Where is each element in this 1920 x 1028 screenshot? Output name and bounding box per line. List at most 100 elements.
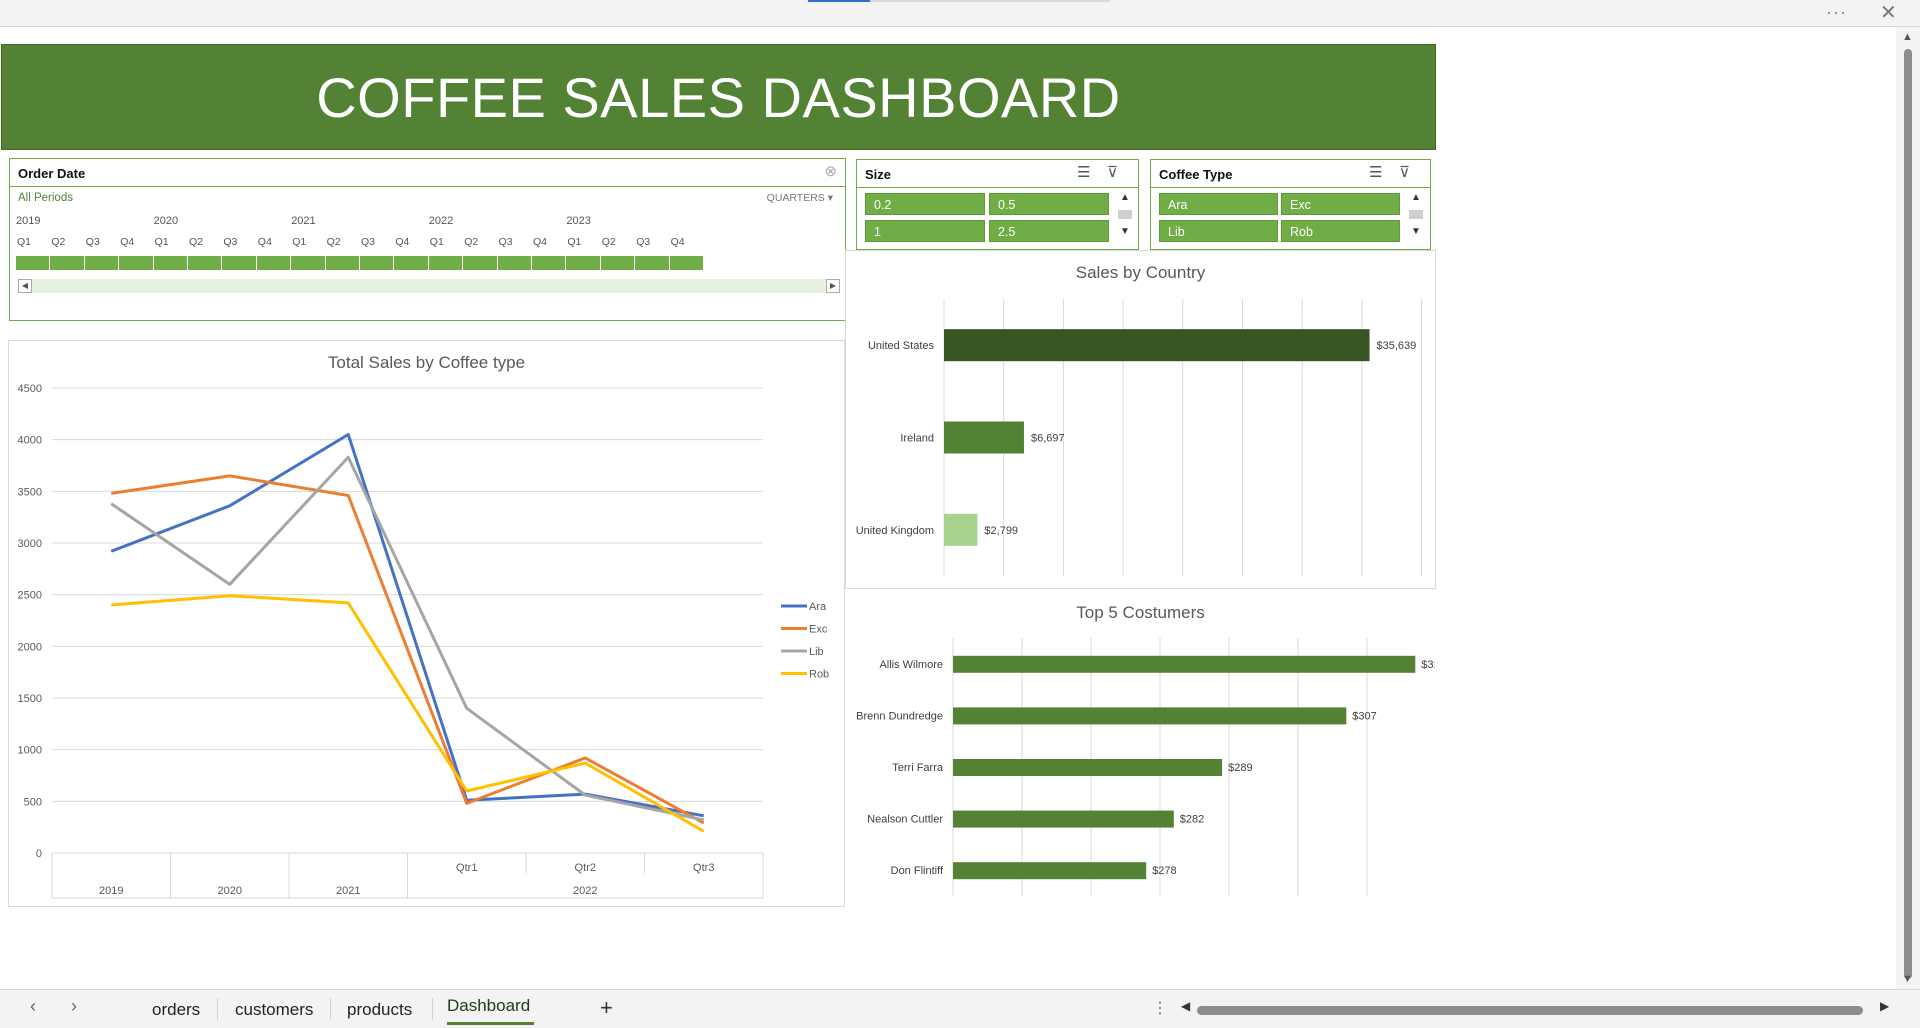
sheet-tab-products[interactable]: products bbox=[347, 1000, 413, 1019]
scroll-right-icon[interactable]: ▶ bbox=[1880, 999, 1890, 1013]
timeline-period-cell[interactable] bbox=[428, 256, 464, 270]
timeline-quarter-label: Q1 bbox=[154, 236, 169, 248]
timeline-period-cell[interactable] bbox=[188, 256, 223, 270]
x-tick-label: Qtr3 bbox=[693, 862, 714, 874]
dashboard-title: COFFEE SALES DASHBOARD bbox=[316, 66, 1121, 129]
timeline-period-cell[interactable] bbox=[119, 256, 154, 270]
timeline-period-cell[interactable] bbox=[50, 256, 85, 270]
multi-select-icon[interactable]: ☰ bbox=[1369, 164, 1383, 181]
timeline-period-cell[interactable] bbox=[325, 256, 360, 270]
timeline-year-label: 2021 bbox=[291, 215, 316, 227]
timeline-period-cell[interactable] bbox=[360, 256, 395, 270]
scroll-up-icon[interactable]: ▲ bbox=[1902, 31, 1913, 43]
timeline-period-cell[interactable] bbox=[532, 256, 567, 270]
scroll-down-icon[interactable]: ▼ bbox=[1902, 973, 1913, 985]
coffee-type-slicer-scrollbar[interactable]: ▲ ▼ bbox=[1408, 192, 1424, 242]
size-slicer-scrollbar[interactable]: ▲ ▼ bbox=[1117, 192, 1133, 242]
y-tick-label: 1000 bbox=[18, 745, 42, 757]
clear-filter-icon[interactable]: ⊽ bbox=[1107, 164, 1118, 181]
add-sheet-button[interactable]: + bbox=[600, 995, 613, 1020]
y-tick-label: 3000 bbox=[18, 538, 42, 550]
x-group-label: 2022 bbox=[573, 885, 597, 897]
close-icon[interactable]: ✕ bbox=[1880, 2, 1897, 24]
size-item[interactable]: 0.5 bbox=[989, 193, 1109, 215]
coffee-type-scroll-thumb[interactable] bbox=[1409, 210, 1423, 219]
total-sales-by-coffee-type-chart[interactable]: Total Sales by Coffee type 0 500 1000 1500 2… bbox=[8, 340, 845, 907]
coffee-type-header-divider bbox=[1151, 187, 1430, 188]
coffee-type-item[interactable]: Ara bbox=[1159, 193, 1278, 215]
timeline-quarter-label: Q2 bbox=[51, 236, 66, 248]
timeline-period-cell[interactable] bbox=[256, 256, 292, 270]
timeline-period-cell[interactable] bbox=[669, 256, 704, 270]
tab-separator bbox=[330, 998, 331, 1020]
customer-value-label: $307 bbox=[1352, 710, 1376, 722]
timeline-scroll-left-icon[interactable]: ◀ bbox=[18, 279, 32, 293]
timeline-period-cell[interactable] bbox=[566, 256, 601, 270]
coffee-type-slicer-title: Coffee Type bbox=[1159, 167, 1233, 182]
previous-sheet-icon[interactable]: ‹ bbox=[30, 996, 36, 1016]
timeline-scroll-right-icon[interactable]: ▶ bbox=[826, 279, 840, 293]
timeline-period-cell[interactable] bbox=[84, 256, 120, 270]
chevron-down-icon[interactable]: ▼ bbox=[1411, 226, 1421, 237]
series-line-ara bbox=[110, 433, 705, 818]
timeline-period-cell[interactable] bbox=[600, 256, 636, 270]
x-tick-label: Qtr1 bbox=[456, 862, 477, 874]
next-sheet-icon[interactable]: › bbox=[71, 996, 77, 1016]
customer-label: Don Flintiff bbox=[891, 865, 944, 877]
timeline-period-cell[interactable] bbox=[394, 256, 429, 270]
timeline-quarter-label: Q4 bbox=[670, 236, 685, 248]
timeline-period-cell[interactable] bbox=[222, 256, 257, 270]
vertical-scroll-thumb[interactable] bbox=[1904, 49, 1912, 979]
timeline-quarter-label: Q3 bbox=[636, 236, 651, 248]
sheet-tab-orders[interactable]: orders bbox=[152, 1000, 201, 1019]
vertical-scrollbar[interactable]: ▲ ▼ bbox=[1896, 27, 1920, 989]
chevron-down-icon[interactable]: ▼ bbox=[1120, 226, 1130, 237]
ribbon-indicator-track bbox=[870, 0, 1110, 2]
timeline-period-cell[interactable] bbox=[153, 256, 188, 270]
scroll-left-icon[interactable]: ◀ bbox=[1181, 999, 1191, 1013]
top-customers-chart[interactable]: Top 5 Costumers Allis Wilmore $317 Brenn D… bbox=[845, 592, 1436, 902]
tab-bar-menu-icon[interactable]: ⋮ bbox=[1152, 1000, 1168, 1017]
multi-select-icon[interactable]: ☰ bbox=[1077, 164, 1091, 181]
timeline-level-dropdown[interactable]: QUARTERS ▾ bbox=[766, 192, 833, 204]
timeline-quarter-label: Q2 bbox=[326, 236, 341, 248]
series-line-rob bbox=[111, 594, 705, 833]
sheet-tab-customers[interactable]: customers bbox=[235, 1000, 314, 1019]
size-item[interactable]: 0.2 bbox=[865, 193, 985, 215]
timeline-title: Order Date bbox=[18, 166, 86, 181]
more-options-icon[interactable]: ··· bbox=[1826, 2, 1847, 22]
size-scroll-thumb[interactable] bbox=[1118, 210, 1132, 219]
coffee-type-item[interactable]: Rob bbox=[1281, 220, 1400, 242]
country-bar bbox=[944, 329, 1370, 362]
legend-label: Ara bbox=[809, 601, 827, 613]
timeline-year-label: 2023 bbox=[566, 215, 591, 227]
timeline-period-cell[interactable] bbox=[463, 256, 498, 270]
size-item[interactable]: 2.5 bbox=[989, 220, 1109, 242]
chart-title: Total Sales by Coffee type bbox=[327, 353, 526, 372]
size-item[interactable]: 1 bbox=[865, 220, 985, 242]
chevron-up-icon[interactable]: ▲ bbox=[1120, 192, 1130, 203]
timeline-year-label: 2020 bbox=[153, 215, 179, 227]
size-slicer: Size ☰ ⊽ 0.2 0.5 1 2.5 ▲ ▼ bbox=[856, 159, 1139, 250]
timeline-period-cell[interactable] bbox=[16, 256, 51, 270]
timeline-period-cell[interactable] bbox=[291, 256, 326, 270]
timeline-period-cell[interactable] bbox=[635, 256, 670, 270]
horizontal-scroll-thumb[interactable] bbox=[1197, 1006, 1863, 1015]
sheet-tab-dashboard[interactable]: Dashboard bbox=[447, 996, 531, 1015]
order-date-timeline[interactable]: Order Date ⊗ All Periods QUARTERS ▾ 2019… bbox=[9, 158, 846, 321]
sales-by-country-chart[interactable]: Sales by Country United States $35,639 Ire… bbox=[845, 250, 1436, 589]
dashboard-banner: COFFEE SALES DASHBOARD bbox=[1, 44, 1436, 150]
clear-filter-icon[interactable]: ⊽ bbox=[1399, 164, 1410, 181]
clear-filter-icon[interactable]: ⊗ bbox=[824, 163, 837, 180]
timeline-period-cell[interactable] bbox=[497, 256, 532, 270]
legend-label: Lib bbox=[809, 646, 824, 658]
chart-title: Top 5 Costumers bbox=[1076, 603, 1205, 622]
coffee-type-item[interactable]: Exc bbox=[1281, 193, 1400, 215]
chevron-up-icon[interactable]: ▲ bbox=[1411, 192, 1421, 203]
country-bar bbox=[944, 421, 1024, 454]
timeline-quarter-label: Q1 bbox=[17, 236, 32, 248]
timeline-scrollbar[interactable]: ◀ ▶ bbox=[18, 279, 840, 293]
coffee-type-item[interactable]: Lib bbox=[1159, 220, 1278, 242]
country-bar-plot: United States $35,639 Ireland $6,697 United … bbox=[856, 299, 1423, 576]
y-tick-label: 4500 bbox=[18, 383, 42, 395]
